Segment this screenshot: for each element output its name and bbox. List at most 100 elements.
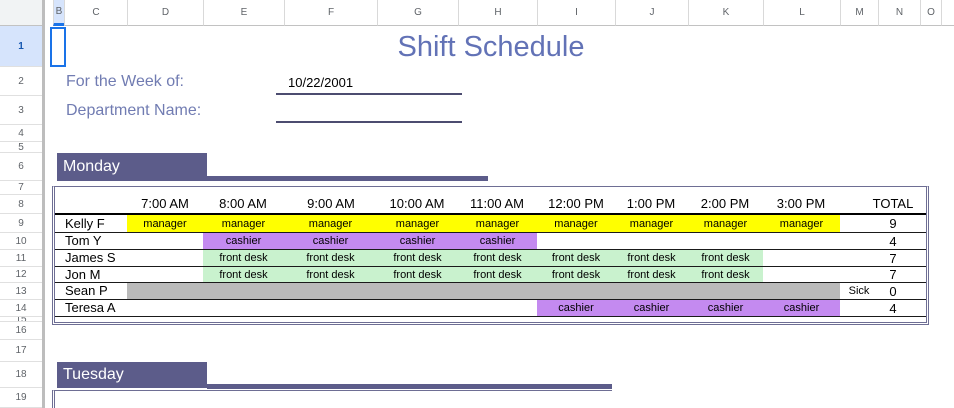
time-header-9: 3:00 PM [776, 196, 826, 211]
row-header-16[interactable]: 16 [0, 322, 42, 340]
shift-cell[interactable]: front desk [615, 267, 688, 282]
monday-section-header: Monday [57, 153, 207, 181]
column-header-F[interactable]: F [284, 0, 377, 26]
total-cell[interactable]: 4 [889, 233, 897, 249]
total-cell[interactable]: 7 [889, 250, 897, 266]
employee-name-cell[interactable]: Tom Y [65, 233, 102, 248]
column-header-K[interactable]: K [688, 0, 763, 26]
shift-cell[interactable]: manager [763, 215, 840, 232]
total-cell[interactable]: 0 [889, 283, 897, 299]
row-header-5[interactable]: 5 [0, 142, 42, 153]
shift-cell[interactable] [537, 283, 615, 299]
shift-cell[interactable]: cashier [688, 300, 763, 316]
shift-cell[interactable]: front desk [615, 250, 688, 266]
shift-cell[interactable] [688, 283, 763, 299]
monday-band-lip [207, 176, 488, 181]
active-cell-outline[interactable] [50, 27, 66, 67]
row-header-3[interactable]: 3 [0, 96, 42, 125]
column-header-E[interactable]: E [203, 0, 284, 26]
column-header-O[interactable]: O [920, 0, 941, 26]
shift-cell[interactable]: manager [284, 215, 377, 232]
shift-cell[interactable] [615, 283, 688, 299]
shift-cell[interactable]: cashier [377, 233, 458, 249]
row-header-8[interactable]: 8 [0, 195, 42, 214]
sick-note-cell[interactable]: Sick [848, 285, 870, 297]
shift-cell[interactable]: front desk [688, 267, 763, 282]
row-header-6[interactable]: 6 [0, 153, 42, 181]
shift-cell[interactable] [377, 283, 458, 299]
employee-name-cell[interactable]: Jon M [65, 266, 101, 282]
column-header-J[interactable]: J [615, 0, 688, 26]
shift-cell[interactable]: cashier [203, 233, 284, 249]
total-cell[interactable]: 4 [889, 300, 897, 316]
row-header-18[interactable]: 18 [0, 362, 42, 388]
row-header-10[interactable]: 10 [0, 233, 42, 250]
employee-name-cell[interactable]: Sean P [65, 283, 108, 298]
column-header-G[interactable]: G [377, 0, 458, 26]
time-header-2: 8:00 AM [219, 196, 267, 211]
shift-cell[interactable]: cashier [458, 233, 537, 249]
row-header-17[interactable]: 17 [0, 340, 42, 362]
shift-cell[interactable] [458, 283, 537, 299]
row-header-2[interactable]: 2 [0, 67, 42, 96]
shift-cell[interactable]: manager [615, 215, 688, 232]
column-header-H[interactable]: H [458, 0, 537, 26]
shift-cell[interactable]: front desk [284, 267, 377, 282]
shift-cell[interactable]: front desk [537, 267, 615, 282]
week-of-value-cell[interactable]: 10/22/2001 [288, 75, 354, 90]
total-cell[interactable]: 9 [889, 216, 897, 231]
shift-cell[interactable]: cashier [537, 300, 615, 316]
employee-name-cell[interactable]: Teresa A [65, 300, 116, 315]
column-header-N[interactable]: N [878, 0, 920, 26]
shift-cell[interactable]: front desk [284, 250, 377, 266]
row-header-12[interactable]: 12 [0, 267, 42, 283]
department-value-cell[interactable] [276, 98, 462, 122]
column-header-M[interactable]: M [840, 0, 878, 26]
shift-cell[interactable]: front desk [377, 250, 458, 266]
shift-cell[interactable]: front desk [537, 250, 615, 266]
row-header-1[interactable]: 1 [0, 26, 42, 67]
shift-cell[interactable]: cashier [615, 300, 688, 316]
shift-cell[interactable] [127, 283, 203, 299]
header-underline [55, 213, 926, 215]
shift-cell[interactable]: cashier [284, 233, 377, 249]
shift-cell[interactable]: front desk [688, 250, 763, 266]
column-header-I[interactable]: I [537, 0, 615, 26]
row-header-15[interactable]: 15 [0, 317, 42, 322]
row-header-19[interactable]: 19 [0, 388, 42, 408]
column-header-B[interactable]: B [53, 0, 64, 26]
shift-cell[interactable]: manager [537, 215, 615, 232]
shift-cell[interactable]: manager [127, 215, 203, 232]
shift-cell[interactable]: manager [377, 215, 458, 232]
row-header-4[interactable]: 4 [0, 125, 42, 142]
shift-cell[interactable] [203, 283, 284, 299]
shift-cell[interactable]: front desk [458, 267, 537, 282]
total-cell[interactable]: 7 [889, 267, 897, 282]
row-header-11[interactable]: 11 [0, 250, 42, 267]
shift-cell[interactable]: front desk [458, 250, 537, 266]
shift-cell[interactable]: cashier [763, 300, 840, 316]
employee-name-cell[interactable]: Kelly F [65, 215, 105, 231]
shift-cell[interactable]: front desk [203, 250, 284, 266]
shift-cell[interactable]: front desk [377, 267, 458, 282]
shift-cell[interactable]: front desk [203, 267, 284, 282]
employee-name-cell[interactable]: James S [65, 250, 116, 265]
column-header-filler [941, 0, 954, 26]
row-header-14[interactable]: 14 [0, 300, 42, 317]
department-underline [276, 121, 462, 123]
row-header-13[interactable]: 13 [0, 283, 42, 300]
column-header-C[interactable]: C [64, 0, 127, 26]
shift-cell[interactable] [284, 283, 377, 299]
column-header-L[interactable]: L [763, 0, 840, 26]
shift-cell[interactable]: manager [458, 215, 537, 232]
row-header-9[interactable]: 9 [0, 214, 42, 233]
select-all-corner[interactable] [0, 0, 42, 26]
row-header-7[interactable]: 7 [0, 181, 42, 195]
shift-cell[interactable]: manager [203, 215, 284, 232]
shift-cell[interactable] [763, 283, 840, 299]
shift-cell[interactable]: manager [688, 215, 763, 232]
column-header-D[interactable]: D [127, 0, 203, 26]
